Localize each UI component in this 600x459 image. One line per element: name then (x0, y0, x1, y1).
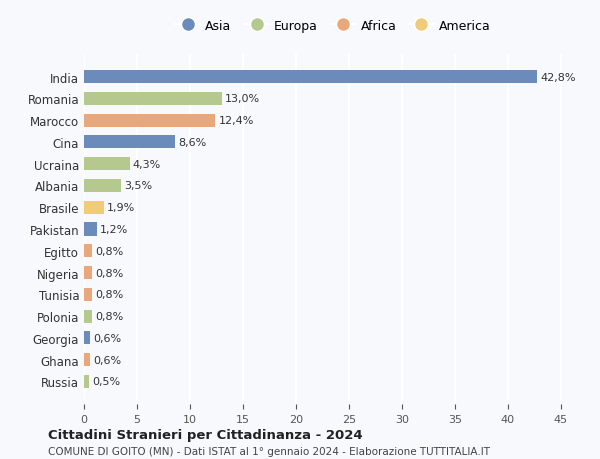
Text: 42,8%: 42,8% (541, 73, 576, 83)
Text: COMUNE DI GOITO (MN) - Dati ISTAT al 1° gennaio 2024 - Elaborazione TUTTITALIA.I: COMUNE DI GOITO (MN) - Dati ISTAT al 1° … (48, 447, 490, 456)
Bar (84, 136, 175, 149)
Text: 8,6%: 8,6% (178, 138, 206, 148)
Text: 0,8%: 0,8% (95, 290, 124, 300)
Bar (84, 245, 92, 258)
Text: 0,5%: 0,5% (92, 376, 121, 386)
Bar (84, 158, 130, 171)
Bar (84, 353, 91, 366)
Text: 0,8%: 0,8% (95, 246, 124, 256)
Text: 1,9%: 1,9% (107, 203, 136, 213)
Text: 0,8%: 0,8% (95, 268, 124, 278)
Bar (84, 93, 222, 106)
Text: 1,2%: 1,2% (100, 224, 128, 235)
Bar (84, 71, 538, 84)
Bar (84, 266, 92, 280)
Text: 4,3%: 4,3% (133, 159, 161, 169)
Text: 12,4%: 12,4% (218, 116, 254, 126)
Legend: Asia, Europa, Africa, America: Asia, Europa, Africa, America (172, 16, 494, 36)
Bar (84, 288, 92, 301)
Bar (84, 375, 89, 388)
Text: 0,8%: 0,8% (95, 311, 124, 321)
Bar (84, 310, 92, 323)
Text: 0,6%: 0,6% (94, 333, 122, 343)
Bar (84, 201, 104, 214)
Text: 3,5%: 3,5% (124, 181, 152, 191)
Bar (84, 179, 121, 193)
Bar (84, 331, 91, 345)
Bar (84, 114, 215, 128)
Text: Cittadini Stranieri per Cittadinanza - 2024: Cittadini Stranieri per Cittadinanza - 2… (48, 428, 362, 442)
Bar (84, 223, 97, 236)
Text: 13,0%: 13,0% (225, 94, 260, 104)
Text: 0,6%: 0,6% (94, 355, 122, 365)
